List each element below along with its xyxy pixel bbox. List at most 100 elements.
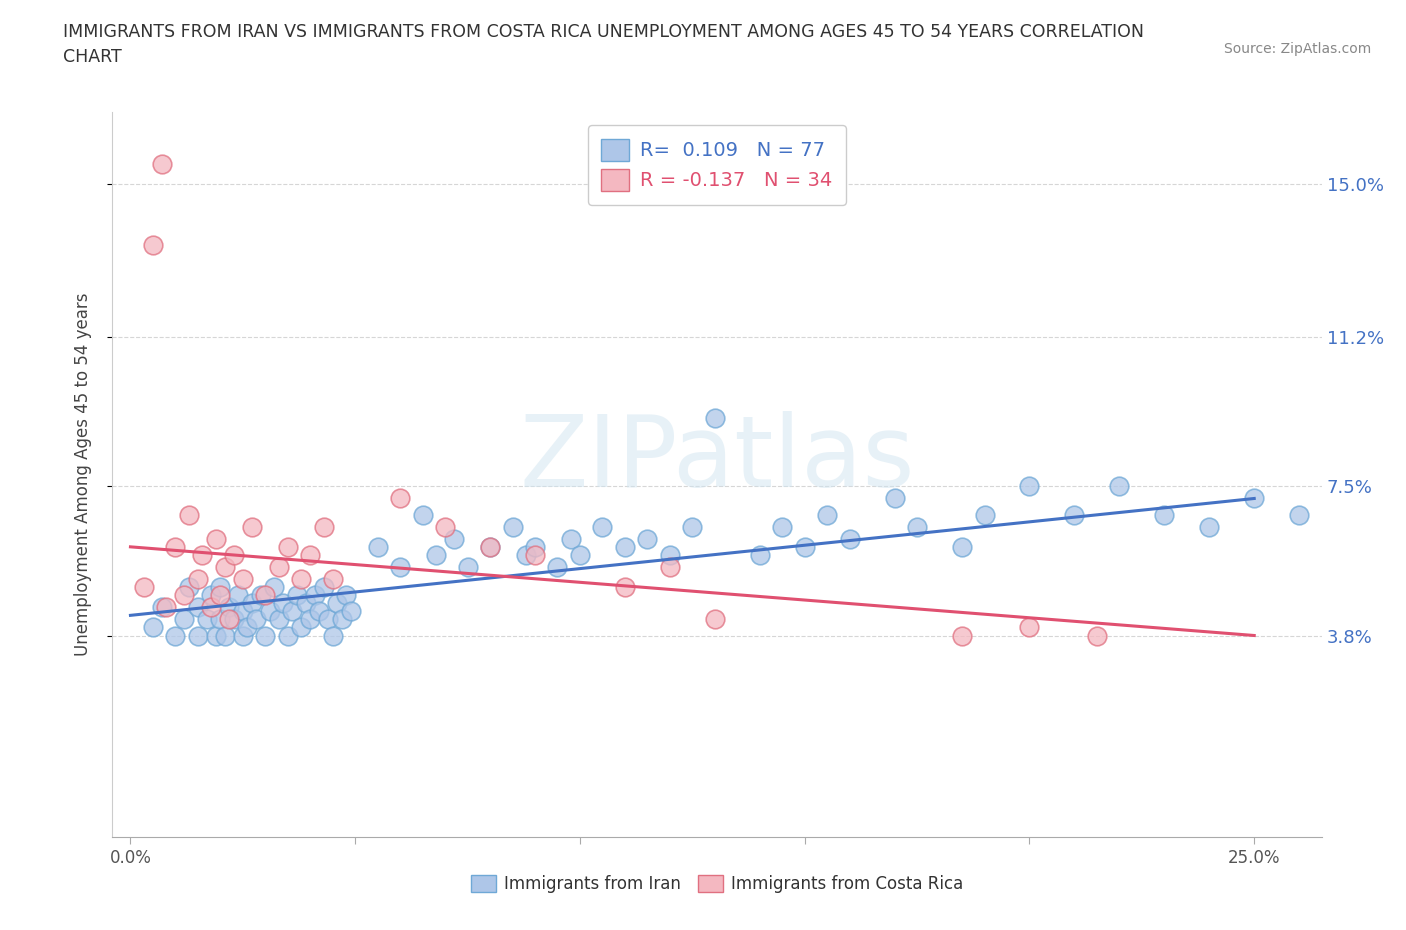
Point: [173, 588, 195, 603]
Point: [457, 560, 479, 575]
Point: [165, 539, 187, 554]
Point: [259, 604, 281, 618]
Point: [232, 628, 254, 643]
Point: [479, 539, 502, 554]
Point: [228, 588, 250, 603]
Point: [793, 539, 815, 554]
Point: [299, 548, 322, 563]
Point: [277, 628, 299, 643]
Point: [591, 519, 613, 534]
Point: [412, 507, 434, 522]
Point: [883, 491, 905, 506]
Point: [1018, 479, 1040, 494]
Point: [681, 519, 703, 534]
Point: [277, 539, 299, 554]
Point: [770, 519, 793, 534]
Point: [281, 604, 304, 618]
Point: [142, 237, 165, 252]
Point: [524, 548, 547, 563]
Point: [502, 519, 524, 534]
Point: [703, 612, 725, 627]
Point: [209, 588, 232, 603]
Point: [1243, 491, 1265, 506]
Point: [290, 572, 312, 587]
Point: [187, 572, 209, 587]
Point: [304, 588, 326, 603]
Point: [254, 628, 277, 643]
Point: [209, 579, 232, 594]
Point: [950, 539, 973, 554]
Point: [339, 604, 361, 618]
Point: [150, 156, 173, 171]
Point: [267, 612, 290, 627]
Point: [748, 548, 770, 563]
Point: [200, 600, 222, 615]
Point: [308, 604, 330, 618]
Point: [479, 539, 502, 554]
Point: [222, 612, 245, 627]
Point: [568, 548, 591, 563]
Point: [222, 548, 245, 563]
Point: [443, 531, 465, 546]
Point: [232, 572, 254, 587]
Point: [560, 531, 582, 546]
Point: [322, 628, 344, 643]
Text: IMMIGRANTS FROM IRAN VS IMMIGRANTS FROM COSTA RICA UNEMPLOYMENT AMONG AGES 45 TO: IMMIGRANTS FROM IRAN VS IMMIGRANTS FROM …: [63, 23, 1144, 66]
Point: [150, 600, 173, 615]
Point: [205, 628, 228, 643]
Point: [636, 531, 658, 546]
Point: [142, 620, 165, 635]
Point: [1108, 479, 1130, 494]
Point: [389, 491, 412, 506]
Point: [271, 596, 294, 611]
Point: [236, 620, 259, 635]
Point: [187, 628, 209, 643]
Point: [367, 539, 389, 554]
Point: [613, 579, 636, 594]
Point: [389, 560, 412, 575]
Point: [524, 539, 547, 554]
Point: [187, 600, 209, 615]
Point: [335, 588, 357, 603]
Y-axis label: Unemployment Among Ages 45 to 54 years: Unemployment Among Ages 45 to 54 years: [73, 293, 91, 656]
Point: [1288, 507, 1310, 522]
Point: [950, 628, 973, 643]
Point: [245, 612, 267, 627]
Point: [214, 560, 236, 575]
Point: [1085, 628, 1108, 643]
Point: [218, 612, 240, 627]
Point: [232, 604, 254, 618]
Point: [1198, 519, 1220, 534]
Point: [1063, 507, 1085, 522]
Point: [703, 410, 725, 425]
Point: [165, 628, 187, 643]
Point: [515, 548, 537, 563]
Point: [173, 612, 195, 627]
Point: [205, 531, 228, 546]
Point: [434, 519, 457, 534]
Text: Source: ZipAtlas.com: Source: ZipAtlas.com: [1223, 42, 1371, 56]
Point: [285, 588, 308, 603]
Point: [316, 612, 339, 627]
Point: [177, 579, 200, 594]
Point: [218, 600, 240, 615]
Point: [425, 548, 447, 563]
Point: [294, 596, 316, 611]
Point: [209, 612, 232, 627]
Point: [200, 588, 222, 603]
Point: [267, 560, 290, 575]
Point: [1153, 507, 1175, 522]
Point: [326, 596, 349, 611]
Legend: Immigrants from Iran, Immigrants from Costa Rica: Immigrants from Iran, Immigrants from Co…: [463, 867, 972, 901]
Point: [613, 539, 636, 554]
Point: [240, 519, 263, 534]
Text: ZIPatlas: ZIPatlas: [519, 411, 915, 509]
Point: [250, 588, 273, 603]
Point: [312, 519, 335, 534]
Point: [299, 612, 322, 627]
Point: [290, 620, 312, 635]
Point: [132, 579, 155, 594]
Point: [330, 612, 353, 627]
Point: [658, 548, 681, 563]
Point: [658, 560, 681, 575]
